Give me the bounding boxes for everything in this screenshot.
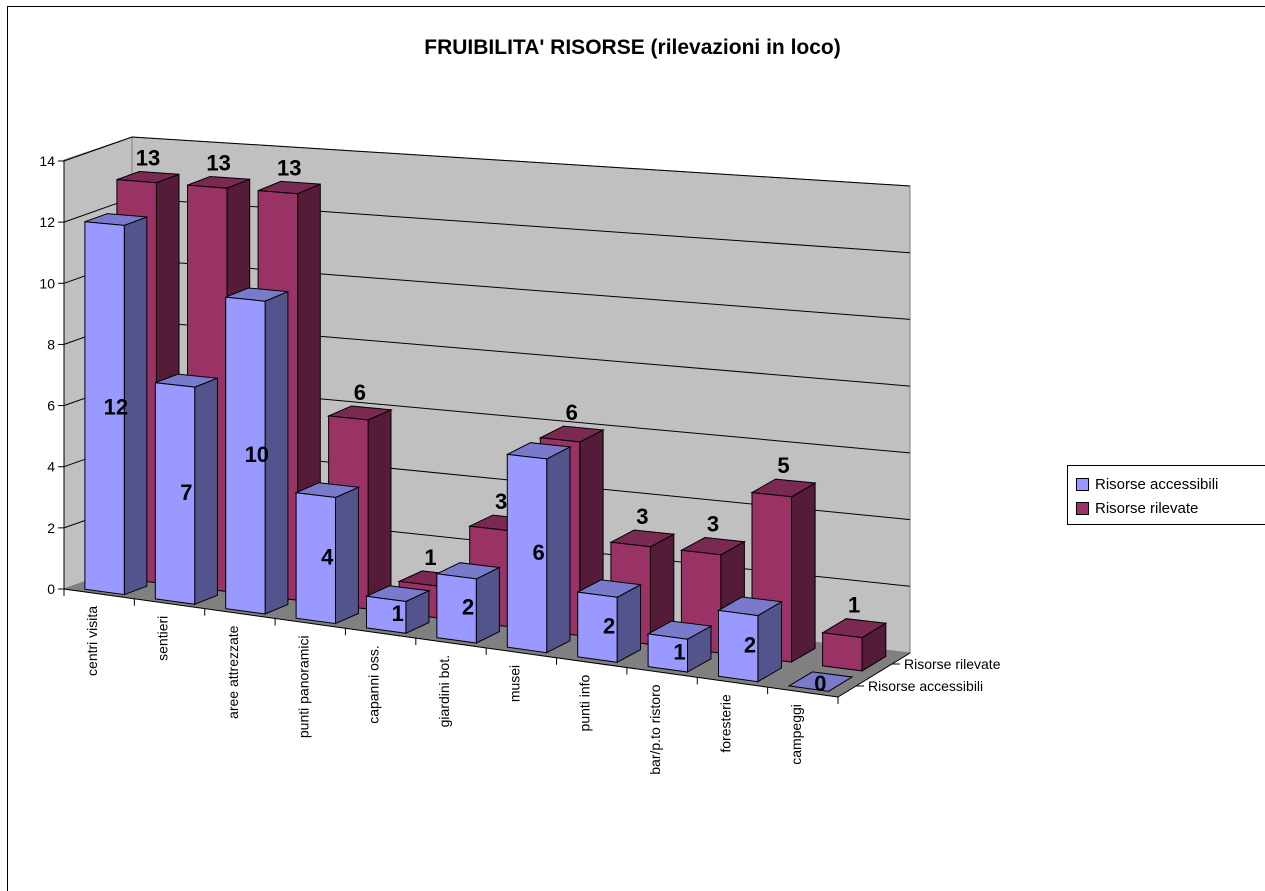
bar-front [822, 632, 863, 672]
depth-label: Risorse accessibili [868, 678, 983, 694]
y-tick-label: 8 [47, 336, 55, 352]
data-label: 3 [707, 511, 719, 536]
data-label: 1 [673, 639, 685, 664]
bar [787, 671, 854, 692]
data-label: 13 [136, 146, 160, 171]
x-tick-label: musei [506, 665, 522, 702]
x-tick-label: sentieri [155, 616, 171, 661]
data-label: 3 [636, 504, 648, 529]
bar-side [194, 377, 218, 606]
x-tick-label: bar/p.to ristoro [647, 684, 663, 774]
bar-front [647, 633, 688, 673]
bar-front [295, 492, 336, 625]
bar-side [791, 482, 816, 663]
x-tick-label: punti panoramici [295, 635, 311, 738]
data-label: 5 [777, 453, 789, 478]
data-label: 3 [495, 489, 507, 514]
x-tick-label: giardini bot. [436, 655, 452, 727]
bar-front [506, 453, 548, 654]
bar [294, 482, 361, 625]
x-axis: centri visita sentieri aree attrezzate punt… [63, 588, 839, 775]
x-tick-label: campeggi [788, 704, 804, 765]
bar [646, 620, 713, 673]
depth-axis-line [837, 652, 911, 698]
legend-label-rilevate: Risorse rilevate [1095, 499, 1199, 517]
data-label: 13 [206, 150, 230, 175]
gridline [63, 136, 911, 187]
bar [505, 442, 572, 654]
bar-front [718, 609, 759, 683]
bar-front [577, 591, 618, 663]
x-tick-label: foresterie [717, 694, 733, 753]
bar-top [787, 671, 854, 692]
data-label: 10 [245, 442, 269, 467]
bar-side [367, 409, 392, 610]
x-tick-label: capanni oss. [366, 645, 382, 724]
bars [84, 170, 888, 692]
bar [716, 596, 784, 683]
bar-side [335, 486, 359, 625]
chart-title: FRUIBILITA' RISORSE (rilevazioni in loco… [424, 36, 841, 59]
bar-side [475, 566, 500, 644]
data-label: 6 [566, 400, 578, 425]
legend-swatch-rilevate [1076, 501, 1089, 515]
data-label: 2 [744, 632, 756, 657]
data-label: 1 [392, 601, 404, 626]
y-tick-label: 0 [47, 581, 55, 597]
data-label: 1 [848, 593, 860, 618]
bar [154, 373, 218, 606]
legend-swatch-accessibili [1076, 477, 1089, 491]
data-label: 13 [277, 155, 301, 180]
bar-front [84, 221, 125, 596]
data-label: 12 [104, 394, 128, 419]
bar [435, 562, 502, 644]
bar [225, 287, 289, 615]
legend-label-accessibili: Risorse accessibili [1095, 475, 1219, 493]
depth-axis: Risorse rilevate Risorse accessibili [837, 652, 1001, 698]
data-label: 4 [321, 544, 334, 569]
data-label: 6 [354, 380, 366, 405]
bar-front [154, 382, 196, 605]
bar-front [436, 573, 477, 644]
data-label: 2 [603, 614, 615, 639]
bar-side [616, 583, 641, 664]
bar [576, 579, 643, 664]
data-label: 7 [180, 480, 192, 505]
legend-item-accessibili: Risorse accessibili [1076, 474, 1218, 494]
bar-front [366, 595, 407, 634]
data-label: 1 [424, 545, 436, 570]
y-tick-label: 2 [47, 520, 55, 536]
bar [364, 585, 431, 635]
y-tick-label: 4 [47, 459, 55, 475]
x-tick-label: centri visita [84, 606, 100, 676]
bar [84, 213, 148, 596]
y-tick-label: 12 [39, 214, 55, 230]
legend-item-rilevate: Risorse rilevate [1076, 498, 1198, 518]
data-label: 0 [814, 671, 826, 696]
depth-label: Risorse rilevate [904, 656, 1001, 672]
legend: Risorse accessibili Risorse rilevate [1067, 465, 1265, 525]
x-tick-label: punti info [577, 674, 593, 731]
data-label: 6 [532, 540, 544, 565]
x-axis-line [63, 588, 839, 698]
bar [821, 618, 888, 672]
data-label: 2 [462, 595, 474, 620]
y-tick-label: 14 [39, 153, 55, 169]
bar-front [225, 296, 266, 615]
y-tick-label: 6 [47, 398, 55, 414]
x-tick-label: aree attrezzate [225, 625, 241, 719]
y-tick-label: 10 [39, 275, 55, 291]
bar-side [546, 446, 571, 654]
